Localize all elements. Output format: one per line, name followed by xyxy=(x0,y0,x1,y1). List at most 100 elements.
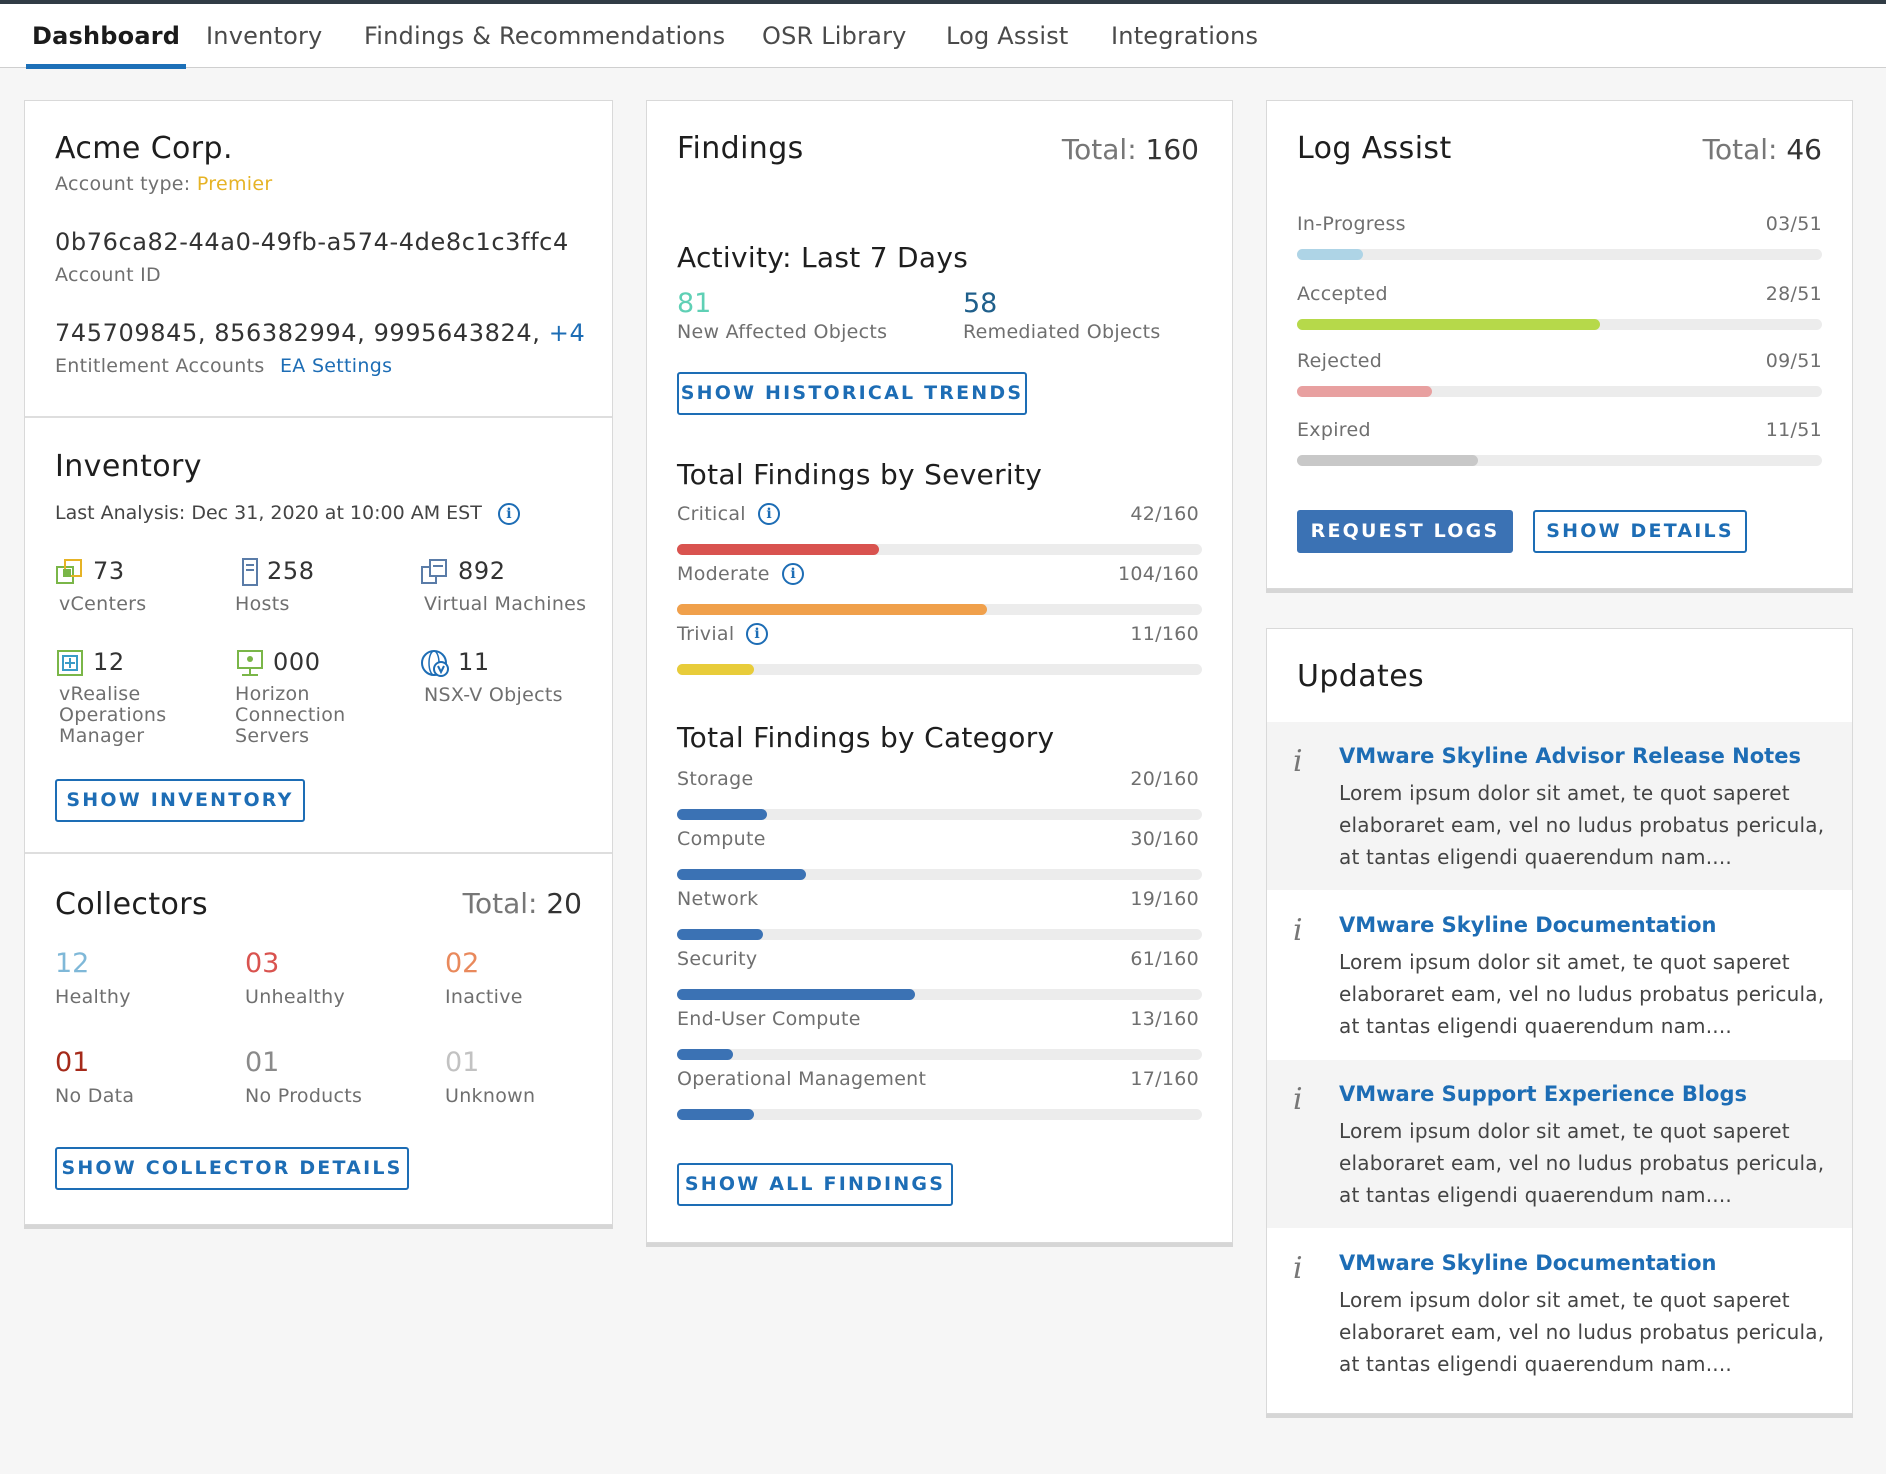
severity-bar-track xyxy=(677,664,1202,675)
category-bar-fill xyxy=(677,869,806,880)
inventory-value: 12 xyxy=(93,648,125,676)
update-body: Lorem ipsum dolor sit amet, te quot sape… xyxy=(1339,1288,1825,1376)
updates-title: Updates xyxy=(1297,659,1425,694)
log-status-bar-fill xyxy=(1297,319,1600,330)
tab-dashboard[interactable]: Dashboard xyxy=(25,4,187,69)
log-status-bar-fill xyxy=(1297,249,1364,260)
severity-bar-fill xyxy=(677,604,987,615)
category-label: Operational Management xyxy=(677,1068,927,1090)
inventory-value: 000 xyxy=(273,648,321,676)
severity-bar-track xyxy=(677,544,1202,555)
collector-label: Unhealthy xyxy=(245,986,346,1008)
update-title-link[interactable]: VMware Support Experience Blogs xyxy=(1339,1082,1747,1106)
update-title-link[interactable]: VMware Skyline Advisor Release Notes xyxy=(1339,744,1801,768)
collector-label: Unknown xyxy=(445,1085,536,1107)
log-status-label: Accepted xyxy=(1297,283,1388,305)
category-count: 20/160 xyxy=(1130,768,1199,790)
divider xyxy=(25,416,612,418)
update-body: Lorem ipsum dolor sit amet, te quot sape… xyxy=(1339,1119,1825,1207)
log-status-count: 11/51 xyxy=(1765,419,1822,441)
category-bar-fill xyxy=(677,989,916,1000)
category-label: End-User Compute xyxy=(677,1008,861,1030)
log-status-bar-track xyxy=(1297,386,1822,397)
request-logs-button[interactable]: REQUEST LOGS xyxy=(1297,510,1513,553)
update-item: i VMware Support Experience Blogs Lorem ip… xyxy=(1267,1060,1852,1228)
category-bar-fill xyxy=(677,1049,733,1060)
remediated-value: 58 xyxy=(963,288,998,319)
host-icon xyxy=(242,558,258,586)
info-icon[interactable]: i xyxy=(782,563,804,585)
severity-bar-track xyxy=(677,604,1202,615)
collector-value: 01 xyxy=(445,1047,480,1078)
update-body: Lorem ipsum dolor sit amet, te quot sape… xyxy=(1339,950,1825,1038)
severity-label: Moderate xyxy=(677,563,770,585)
update-item: i VMware Skyline Advisor Release Notes Lor… xyxy=(1267,722,1852,890)
show-collector-details-button[interactable]: SHOW COLLECTOR DETAILS xyxy=(55,1147,409,1190)
update-title-link[interactable]: VMware Skyline Documentation xyxy=(1339,1251,1717,1275)
inventory-label: Horizon Connection Servers xyxy=(235,683,346,747)
vcenter-icon xyxy=(56,559,82,584)
category-bar-track xyxy=(677,989,1202,1000)
severity-count: 42/160 xyxy=(1130,503,1199,525)
show-inventory-button[interactable]: SHOW INVENTORY xyxy=(55,779,305,822)
collector-value: 02 xyxy=(445,948,480,979)
tab-integrations[interactable]: Integrations xyxy=(1111,22,1259,50)
log-status-label: In-Progress xyxy=(1297,213,1406,235)
log-status-bar-track xyxy=(1297,455,1822,466)
entitlement-accounts: 745709845, 856382994, 9995643824, +4 xyxy=(55,319,586,347)
update-title-link[interactable]: VMware Skyline Documentation xyxy=(1339,913,1717,937)
collector-value: 03 xyxy=(245,948,280,979)
severity-count: 104/160 xyxy=(1117,563,1199,585)
inventory-label: Virtual Machines xyxy=(424,593,587,615)
update-body: Lorem ipsum dolor sit amet, te quot sape… xyxy=(1339,781,1825,869)
vrops-icon xyxy=(57,650,83,676)
category-bar-fill xyxy=(677,929,763,940)
info-icon[interactable]: i xyxy=(497,502,520,525)
entitlements-more-link[interactable]: +4 xyxy=(548,319,586,347)
ea-settings-link[interactable]: EA Settings xyxy=(280,355,393,377)
findings-title: Findings xyxy=(677,131,804,166)
category-bar-track xyxy=(677,869,1202,880)
severity-title: Total Findings by Severity xyxy=(677,458,1043,491)
inventory-label: NSX-V Objects xyxy=(424,684,563,706)
tab-osr-library[interactable]: OSR Library xyxy=(762,22,907,50)
category-bar-track xyxy=(677,1049,1202,1060)
info-italic-icon: i xyxy=(1293,744,1303,779)
log-status-bar-track xyxy=(1297,319,1822,330)
show-historical-trends-button[interactable]: SHOW HISTORICAL TRENDS xyxy=(677,372,1027,415)
activity-title: Activity: Last 7 Days xyxy=(677,241,969,274)
severity-count: 11/160 xyxy=(1130,623,1199,645)
top-nav: Dashboard Inventory Findings & Recommend… xyxy=(0,0,1886,69)
show-all-findings-button[interactable]: SHOW ALL FINDINGS xyxy=(677,1163,953,1206)
show-details-button[interactable]: SHOW DETAILS xyxy=(1533,510,1747,553)
tab-findings-recommendations[interactable]: Findings & Recommendations xyxy=(364,22,726,50)
inventory-value: 11 xyxy=(458,648,490,676)
collector-label: Inactive xyxy=(445,986,523,1008)
category-bar-fill xyxy=(677,1109,755,1120)
tab-inventory[interactable]: Inventory xyxy=(206,22,323,50)
severity-bar-fill xyxy=(677,664,755,675)
new-affected-value: 81 xyxy=(677,288,712,319)
tab-log-assist[interactable]: Log Assist xyxy=(946,22,1069,50)
findings-card: Findings Total: 160 Activity: Last 7 Day… xyxy=(646,100,1233,1243)
divider xyxy=(25,852,612,854)
collector-value: 01 xyxy=(55,1047,90,1078)
log-status-bar-track xyxy=(1297,249,1822,260)
severity-label: Trivial xyxy=(677,623,735,645)
category-count: 30/160 xyxy=(1130,828,1199,850)
findings-total: Total: 160 xyxy=(1061,133,1199,166)
inventory-label: vCenters xyxy=(59,593,147,615)
category-bar-fill xyxy=(677,809,767,820)
category-label: Network xyxy=(677,888,759,910)
category-count: 19/160 xyxy=(1130,888,1199,910)
category-count: 17/160 xyxy=(1130,1068,1199,1090)
category-bar-track xyxy=(677,929,1202,940)
info-icon[interactable]: i xyxy=(758,503,780,525)
account-name: Acme Corp. xyxy=(55,131,233,166)
severity-label: Critical xyxy=(677,503,746,525)
collector-label: Healthy xyxy=(55,986,131,1008)
vm-icon xyxy=(421,559,447,584)
collector-value: 01 xyxy=(245,1047,280,1078)
info-icon[interactable]: i xyxy=(746,623,768,645)
collector-label: No Products xyxy=(245,1085,363,1107)
